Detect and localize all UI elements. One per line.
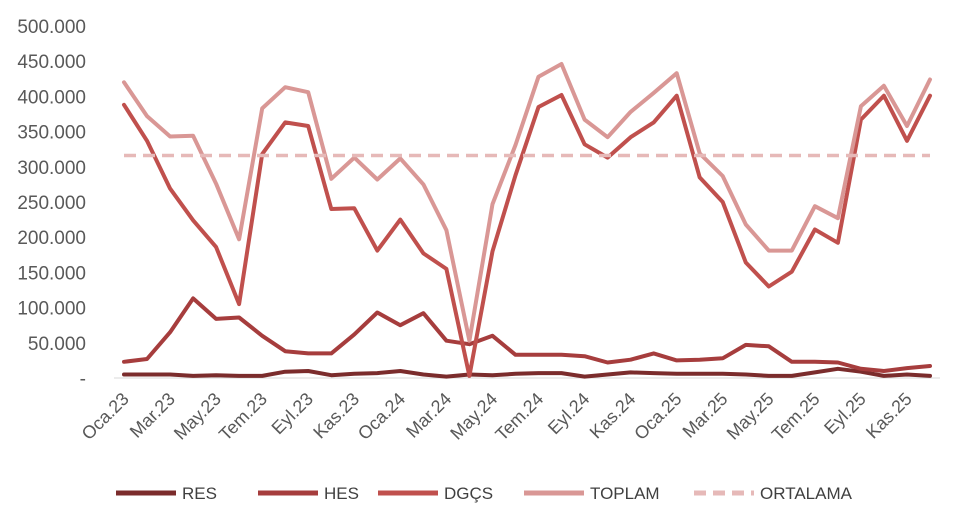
x-tick-label: Mar.24	[402, 389, 455, 442]
y-tick-label: 300.000	[17, 158, 86, 179]
x-tick-label: Kas.24	[586, 389, 640, 443]
legend-label: RES	[182, 484, 217, 503]
y-tick-label: 350.000	[17, 123, 86, 144]
x-tick-label: Eyl.25	[820, 389, 870, 439]
x-tick-label: Tem.24	[491, 389, 547, 445]
x-tick-label: Oca.23	[78, 389, 133, 444]
legend-label: TOPLAM	[590, 484, 660, 503]
y-tick-label: 200.000	[17, 228, 86, 249]
x-tick-label: Oca.25	[630, 389, 685, 444]
x-tick-label: May.23	[170, 389, 225, 444]
x-axis: Oca.23Mar.23May.23Tem.23Eyl.23Kas.23Oca.…	[78, 377, 940, 445]
x-tick-label: Kas.25	[862, 389, 916, 443]
x-tick-label: May.25	[723, 389, 778, 444]
x-tick-label: Oca.24	[354, 389, 409, 444]
x-tick-label: Mar.23	[126, 389, 179, 442]
series-layer	[122, 62, 932, 379]
series-line-toplam	[122, 62, 932, 343]
legend: RES HES DGÇS TOPLAM ORTALAMA	[116, 484, 853, 503]
x-tick-label: Mar.25	[679, 389, 732, 442]
y-tick-label: -	[80, 369, 86, 390]
legend-label: HES	[324, 484, 359, 503]
legend-label: ORTALAMA	[760, 484, 853, 503]
x-tick-label: Tem.23	[215, 389, 271, 445]
series-line-res	[122, 366, 932, 379]
series-line-hes	[122, 296, 932, 373]
y-axis: - 50.000 100.000 150.000 200.000 250.000 300.0…	[17, 17, 86, 390]
y-tick-label: 400.000	[17, 87, 86, 108]
y-tick-label: 150.000	[17, 263, 86, 284]
x-tick-label: Eyl.24	[544, 389, 594, 439]
y-tick-label: 250.000	[17, 193, 86, 214]
series-line-dg-s	[122, 93, 932, 378]
y-tick-label: 100.000	[17, 299, 86, 320]
x-tick-label: Kas.23	[309, 389, 363, 443]
x-tick-label: Tem.25	[768, 389, 824, 445]
y-tick-label: 450.000	[17, 52, 86, 73]
y-tick-label: 500.000	[17, 17, 86, 38]
y-tick-label: 50.000	[28, 334, 86, 355]
x-tick-label: May.24	[446, 389, 501, 444]
legend-label: DGÇS	[444, 484, 493, 503]
x-tick-label: Eyl.23	[268, 389, 318, 439]
